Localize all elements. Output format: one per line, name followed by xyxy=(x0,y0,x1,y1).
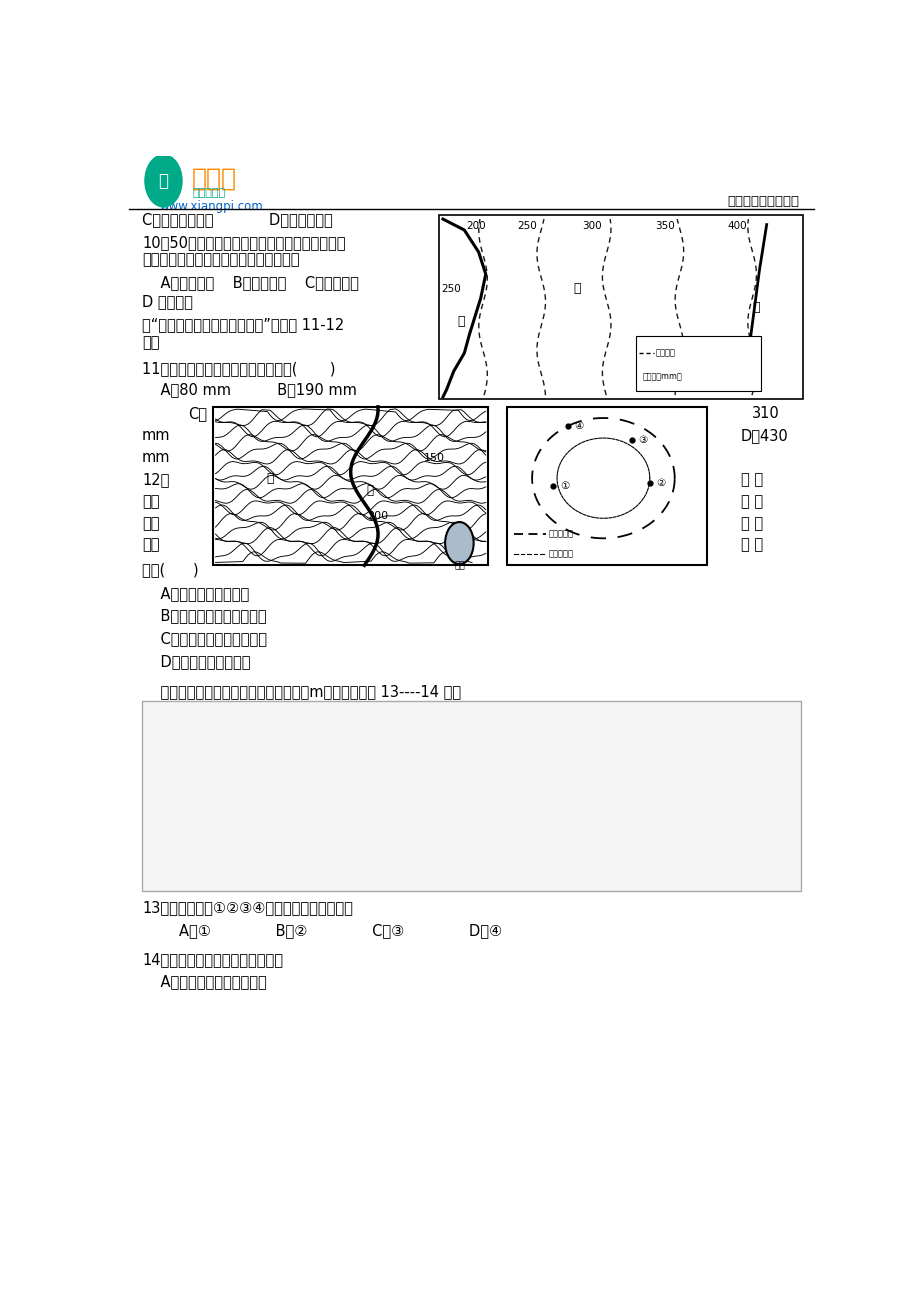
Text: 题：: 题： xyxy=(142,335,159,350)
Text: 正确地成长: 正确地成长 xyxy=(192,189,225,198)
FancyBboxPatch shape xyxy=(635,336,760,391)
Text: ①: ① xyxy=(560,482,569,491)
Text: 🐹: 🐹 xyxy=(158,172,168,190)
Text: C、气流受贺兰山抬升作用: C、气流受贺兰山抬升作用 xyxy=(142,631,267,646)
Text: mm: mm xyxy=(142,449,170,465)
Text: 读“某区域年等降水量线分布图”，回答 11-12: 读“某区域年等降水量线分布图”，回答 11-12 xyxy=(142,318,344,332)
Text: A、河流提供大量水汽: A、河流提供大量水汽 xyxy=(142,586,249,600)
Text: ③: ③ xyxy=(638,435,647,445)
Text: 300: 300 xyxy=(582,221,601,232)
Text: 因是(      ): 因是( ) xyxy=(142,561,199,577)
Text: ②: ② xyxy=(655,478,664,488)
Text: 等降水线: 等降水线 xyxy=(655,349,675,358)
Text: D、430: D、430 xyxy=(740,428,788,444)
Text: 350: 350 xyxy=(654,221,674,232)
Text: 读我国长江流域某地等高线图（单位：m），回答下面 13----14 题。: 读我国长江流域某地等高线图（单位：m），回答下面 13----14 题。 xyxy=(142,684,460,699)
Text: （单位：mm）: （单位：mm） xyxy=(642,372,682,381)
Text: A、80 mm          B、190 mm: A、80 mm B、190 mm xyxy=(142,383,357,397)
FancyBboxPatch shape xyxy=(213,406,487,565)
Text: 附近: 附近 xyxy=(142,495,159,509)
Text: 橡皮网: 橡皮网 xyxy=(192,167,237,190)
FancyBboxPatch shape xyxy=(506,406,706,565)
Text: 310: 310 xyxy=(751,406,778,422)
Text: 密集: 密集 xyxy=(142,536,159,552)
Text: A、甲处能欣赏到瀑布景观: A、甲处能欣赏到瀑布景观 xyxy=(142,974,267,988)
Text: ④: ④ xyxy=(573,421,583,431)
FancyBboxPatch shape xyxy=(142,700,800,891)
Text: mm: mm xyxy=(142,428,170,444)
Text: 14．关于图示区域的说法正确的是: 14．关于图示区域的说法正确的是 xyxy=(142,952,283,967)
Text: 的 原: 的 原 xyxy=(740,536,762,552)
Circle shape xyxy=(145,155,182,207)
Text: 乙: 乙 xyxy=(573,283,581,296)
Text: 甲: 甲 xyxy=(267,471,274,484)
Text: A．①              B．②              C．③              D．④: A．① B．② C．③ D．④ xyxy=(142,923,502,937)
Text: 年 等: 年 等 xyxy=(740,495,762,509)
Text: 250: 250 xyxy=(516,221,536,232)
Text: 250: 250 xyxy=(441,284,460,294)
Text: 丰水期水位: 丰水期水位 xyxy=(548,529,573,538)
Ellipse shape xyxy=(445,522,473,564)
Text: A、地形分布    B、绿洲分布    C、河流分布: A、地形分布 B、绿洲分布 C、河流分布 xyxy=(142,275,358,290)
Text: 10、50多年来，兰新铁路并没有改变该区域城镇: 10、50多年来，兰新铁路并没有改变该区域城镇 xyxy=(142,234,346,250)
Text: 枝水期水位: 枝水期水位 xyxy=(548,549,573,559)
Text: D 沙漠分布: D 沙漠分布 xyxy=(142,294,193,309)
Text: 11、甲、乙两地降水量的差值可能是(       ): 11、甲、乙两地降水量的差值可能是( ) xyxy=(142,361,335,376)
Text: 量 线: 量 线 xyxy=(740,516,762,531)
Text: 13．图中湖泊的①②③④四地地形最为平坦的是: 13．图中湖泊的①②③④四地地形最为平坦的是 xyxy=(142,901,353,915)
Text: D、森林植被覆盖率高: D、森林植被覆盖率高 xyxy=(142,654,250,669)
Text: 200: 200 xyxy=(465,221,485,232)
Text: 甲 处: 甲 处 xyxy=(740,473,762,487)
Text: 12、: 12、 xyxy=(142,473,169,487)
Text: 400: 400 xyxy=(727,221,746,232)
Text: 200: 200 xyxy=(367,512,388,521)
Text: 150: 150 xyxy=(424,453,445,462)
Text: 乙: 乙 xyxy=(367,484,373,497)
Text: 河: 河 xyxy=(751,301,759,314)
FancyBboxPatch shape xyxy=(439,215,802,398)
Text: C、: C、 xyxy=(188,406,207,422)
Text: www.xiangpi.com: www.xiangpi.com xyxy=(159,201,263,212)
Text: 的分布，是因为该区域的城镇分布受控于: 的分布，是因为该区域的城镇分布受控于 xyxy=(142,253,300,267)
Text: 甲: 甲 xyxy=(457,315,464,328)
Text: C、易受洪水威胁            D、工程量过大: C、易受洪水威胁 D、工程量过大 xyxy=(142,212,333,227)
Text: 湖泊: 湖泊 xyxy=(453,561,464,570)
Text: 橡皮网在线组卷系统: 橡皮网在线组卷系统 xyxy=(727,195,799,208)
Text: B、气流受祈连山抬升作用: B、气流受祈连山抬升作用 xyxy=(142,608,267,622)
Text: 降水: 降水 xyxy=(142,516,159,531)
